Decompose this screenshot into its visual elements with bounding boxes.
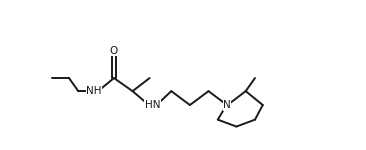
Text: NH: NH: [86, 86, 101, 96]
Text: O: O: [110, 46, 118, 56]
Text: N: N: [223, 100, 231, 110]
Text: HN: HN: [145, 100, 160, 110]
